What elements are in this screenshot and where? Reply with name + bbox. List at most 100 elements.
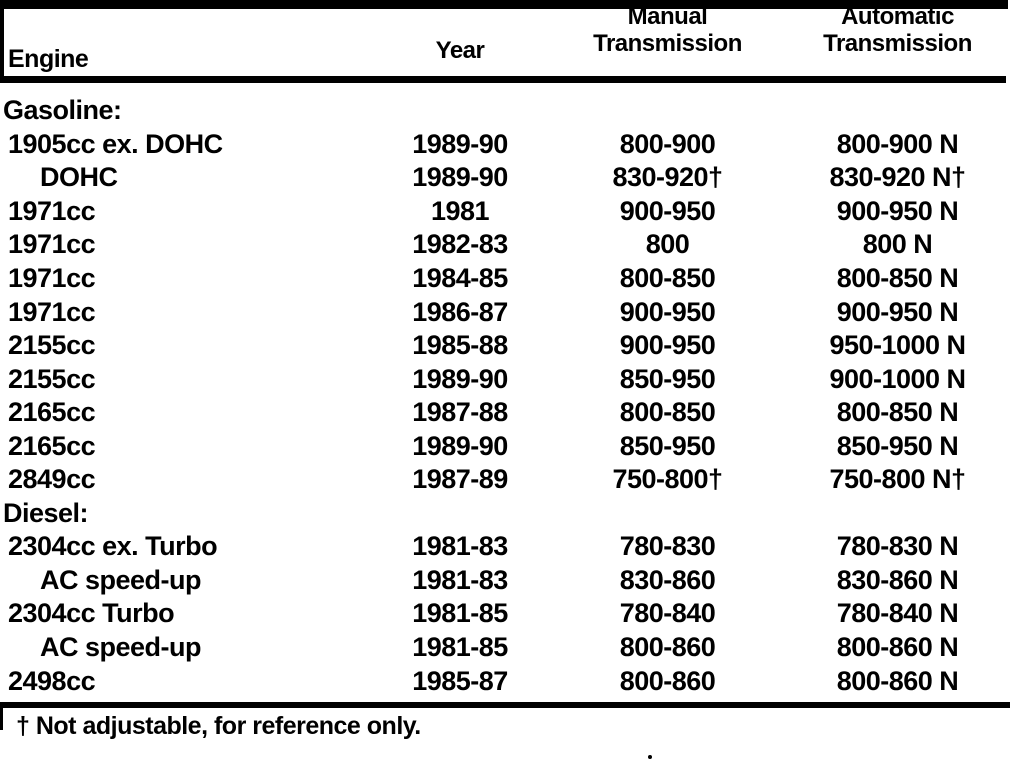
table-row: 2304cc Turbo 1981-85 780-840 780-840 N (0, 597, 1010, 631)
manual-transmission-cell: 750-800† (612, 464, 723, 495)
engine-cell: 1905cc ex. DOHC (8, 128, 223, 159)
manual-transmission-cell: 800-860 (619, 632, 716, 663)
engine-cell: 2849cc (8, 464, 96, 495)
column-header-engine: Engine (8, 45, 89, 73)
year-cell: 1989-90 (412, 363, 508, 394)
engine-cell: 2304cc Turbo (8, 598, 175, 629)
table-row: 2155cc 1989-90 850-950 900-1000 N (0, 362, 1010, 396)
year-cell: 1985-87 (412, 665, 508, 696)
section-label: Diesel: (3, 497, 89, 528)
engine-cell: 2165cc (8, 397, 96, 428)
automatic-transmission-cell: 830-920 N† (829, 162, 966, 193)
section-row: Diesel: (0, 497, 1010, 531)
automatic-transmission-cell: 800-850 N (836, 263, 959, 293)
section-label: Gasoline: (3, 95, 122, 126)
automatic-transmission-cell: 750-800 N† (829, 464, 966, 495)
automatic-transmission-cell: 780-840 N (836, 598, 959, 629)
engine-cell: 1971cc (8, 195, 96, 226)
year-cell: 1981-83 (412, 564, 508, 595)
engine-cell: DOHC (40, 162, 118, 193)
column-header-year: Year (435, 37, 485, 64)
automatic-transmission-cell: 900-950 N (836, 296, 959, 327)
footnote-separator-rule (0, 702, 1010, 708)
manual-transmission-cell: 800-900 (619, 128, 716, 159)
year-cell: 1989-90 (412, 128, 508, 159)
manual-transmission-cell: 780-830 (619, 531, 716, 562)
year-cell: 1982-83 (412, 229, 508, 260)
engine-cell: 2165cc (8, 430, 96, 461)
table-row: 2498cc 1985-87 800-860 800-860 N (0, 664, 1010, 698)
manual-transmission-cell: 800 (645, 229, 690, 260)
year-cell: 1989-90 (412, 162, 508, 193)
table-row: AC speed-up 1981-85 800-860 800-860 N (0, 631, 1010, 665)
manual-transmission-cell: 800-850 (619, 263, 716, 293)
automatic-transmission-cell: 900-1000 N (829, 363, 966, 394)
automatic-transmission-cell: 850-950 N (836, 430, 959, 461)
column-header-automatic-line2: Transmission (823, 30, 972, 57)
year-cell: 1981-85 (412, 598, 508, 629)
year-cell: 1981-83 (412, 531, 508, 562)
year-cell: 1981 (430, 195, 490, 226)
automatic-transmission-cell: 830-860 N (836, 564, 959, 595)
footnote-left-edge-rule (0, 702, 3, 730)
automatic-transmission-cell: 780-830 N (836, 531, 959, 562)
manual-transmission-cell: 780-840 (619, 598, 716, 629)
engine-cell: 1971cc (8, 229, 96, 260)
table-row: 1971cc 1981 900-950 900-950 N (0, 195, 1010, 229)
manual-transmission-cell: 900-950 (619, 296, 716, 327)
table-row: AC speed-up 1981-83 830-860 830-860 N (0, 564, 1010, 598)
manual-transmission-cell: 850-950 (619, 363, 716, 394)
engine-cell: 2155cc (8, 330, 96, 361)
automatic-transmission-cell: 950-1000 N (829, 330, 966, 361)
table-row: 2165cc 1987-88 800-850 800-850 N (0, 396, 1010, 430)
automatic-transmission-cell: 800 N (862, 229, 933, 260)
year-cell: 1985-88 (412, 330, 508, 361)
year-cell: 1986-87 (412, 296, 508, 327)
header-bottom-rule (0, 76, 1006, 83)
table-row: 2165cc 1989-90 850-950 850-950 N (0, 429, 1010, 463)
manual-transmission-cell: 830-860 (619, 564, 716, 595)
footnote: † Not adjustable, for reference only. (16, 712, 421, 740)
column-header-manual-line1: Manual (627, 3, 708, 30)
table-row: 2155cc 1985-88 900-950 950-1000 N (0, 329, 1010, 363)
year-cell: 1987-88 (412, 397, 508, 428)
manual-transmission-cell: 800-860 (619, 665, 716, 696)
year-cell: 1987-89 (412, 464, 508, 495)
year-cell: 1989-90 (412, 430, 508, 461)
engine-cell: AC speed-up (40, 564, 202, 595)
column-header-manual-line2: Transmission (593, 30, 742, 57)
table-body: Gasoline: 1905cc ex. DOHC 1989-90 800-900 80… (0, 94, 1010, 698)
manual-transmission-cell: 800-850 (619, 397, 716, 428)
table-row: 2304cc ex. Turbo 1981-83 780-830 780-830 N (0, 530, 1010, 564)
automatic-transmission-cell: 800-860 N (836, 665, 959, 696)
engine-cell: 2155cc (8, 363, 96, 394)
year-cell: 1981-85 (412, 632, 508, 663)
engine-cell: 2304cc ex. Turbo (8, 531, 218, 562)
manual-transmission-cell: 830-920† (612, 162, 723, 193)
table-row: 1905cc ex. DOHC 1989-90 800-900 800-900 N (0, 128, 1010, 162)
engine-cell: 1971cc (8, 296, 96, 327)
manual-transmission-cell: 850-950 (619, 430, 716, 461)
manual-transmission-cell: 900-950 (619, 330, 716, 361)
automatic-transmission-cell: 900-950 N (836, 195, 959, 226)
top-border-rule (0, 0, 1008, 9)
column-header-manual-transmission: Manual Transmission (550, 3, 785, 57)
table-row: 2849cc 1987-89 750-800† 750-800 N† (0, 463, 1010, 497)
table-row: DOHC 1989-90 830-920† 830-920 N† (0, 161, 1010, 195)
engine-cell: AC speed-up (40, 632, 202, 663)
automatic-transmission-cell: 800-860 N (836, 632, 959, 663)
header-left-edge-rule (0, 0, 4, 81)
year-cell: 1984-85 (412, 263, 508, 293)
section-row: Gasoline: (0, 94, 1010, 128)
table-row: 1971cc 1982-83 800 800 N (0, 228, 1010, 262)
column-header-automatic-line1: Automatic (841, 3, 954, 30)
manual-transmission-cell: 900-950 (619, 195, 716, 226)
table-row: 1971cc 1984-85 800-850 800-850 N (0, 262, 1010, 296)
table-row: 1971cc 1986-87 900-950 900-950 N (0, 295, 1010, 329)
scan-artifact-dot (648, 755, 652, 759)
automatic-transmission-cell: 800-850 N (836, 397, 959, 428)
engine-cell: 1971cc (8, 263, 96, 293)
engine-cell: 2498cc (8, 665, 96, 696)
column-header-automatic-transmission: Automatic Transmission (785, 3, 1010, 57)
